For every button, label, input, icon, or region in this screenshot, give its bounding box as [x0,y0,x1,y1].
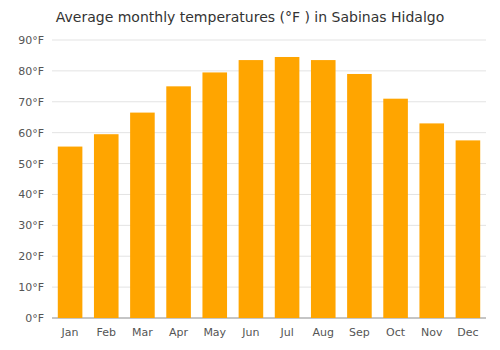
x-axis: Jan Feb Mar Apr May Jun Jul Aug Sep Oct Nov Dec [61,326,479,339]
x-tick-label: Oct [386,326,406,339]
grid-line [52,40,486,41]
bar [275,57,300,318]
y-tick-label: 60°F [18,127,44,140]
chart-container: Average monthly temperatures (°F ) in Sa… [0,0,500,350]
x-tick-label: Jun [241,326,259,339]
grid-line [52,101,486,102]
bars [58,57,480,318]
chart-svg: Average monthly temperatures (°F ) in Sa… [0,0,500,350]
y-tick-label: 40°F [18,188,44,201]
x-tick-label: Jan [61,326,79,339]
bar [130,113,155,318]
bar [347,74,372,318]
x-tick-label: Sep [349,326,370,339]
x-tick-label: Apr [169,326,189,339]
bar [58,147,83,318]
grid [52,40,486,318]
x-tick-label: May [203,326,226,339]
bar [419,123,444,318]
y-tick-label: 90°F [18,34,44,47]
x-tick-label: Nov [421,326,443,339]
x-tick-label: Feb [97,326,116,339]
y-tick-label: 70°F [18,96,44,109]
bar [202,72,227,318]
y-tick-label: 10°F [18,281,44,294]
y-tick-label: 0°F [25,312,44,325]
bar [311,60,336,318]
bar [239,60,264,318]
y-tick-label: 50°F [18,158,44,171]
y-tick-label: 20°F [18,250,44,263]
bar [456,140,481,318]
x-tick-label: Dec [457,326,478,339]
bar [94,134,119,318]
x-tick-label: Jul [279,326,293,339]
x-tick-label: Aug [313,326,334,339]
y-tick-label: 30°F [18,219,44,232]
y-tick-label: 80°F [18,65,44,78]
x-tick-label: Mar [132,326,153,339]
bar [166,86,191,318]
chart-title: Average monthly temperatures (°F ) in Sa… [56,9,445,25]
bar [383,99,408,318]
grid-line [52,70,486,71]
y-axis: 0°F 10°F 20°F 30°F 40°F 50°F 60°F 70°F 80°F 90°F [18,34,44,325]
